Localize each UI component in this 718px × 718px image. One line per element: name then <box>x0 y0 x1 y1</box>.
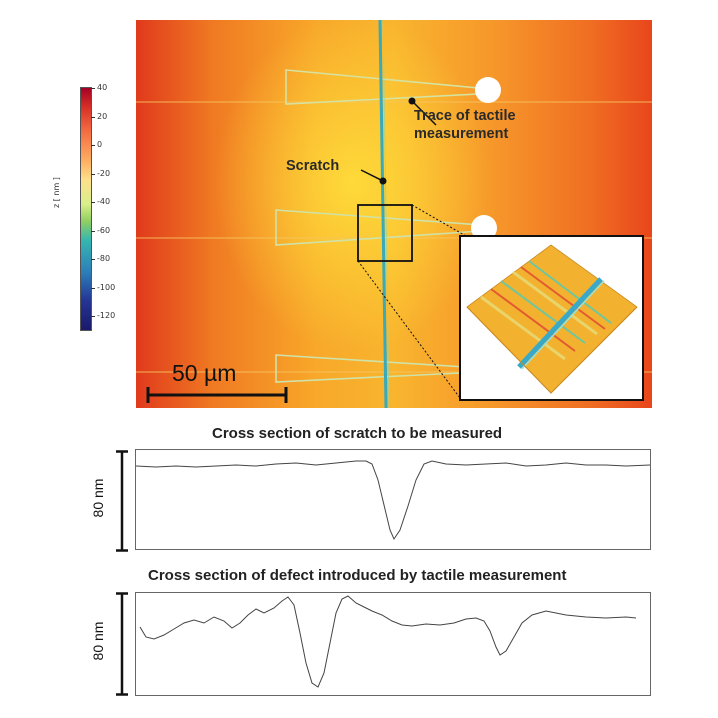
colorbar-tick <box>91 316 95 317</box>
profile-2-curve-svg <box>139 595 637 688</box>
zoom-region-box <box>357 204 413 262</box>
profile-1-scale <box>116 450 128 552</box>
profile-2-scale-label: 80 nm <box>90 621 106 661</box>
surface-ridge <box>480 295 566 361</box>
profile-2-curve <box>139 595 637 688</box>
3d-surface-render <box>466 244 638 394</box>
trace-pointer-dot <box>408 97 416 105</box>
scale-bar-label: 50 µm <box>172 360 237 386</box>
profile-2-scale <box>116 592 128 696</box>
colorbar-tick-label: -20 <box>97 168 111 178</box>
height-map-features <box>136 20 652 408</box>
colorbar-tick <box>91 173 95 175</box>
profile-1-curve <box>135 460 651 541</box>
surface-scratch <box>517 277 603 369</box>
colorbar-tick <box>91 287 95 289</box>
scratch-pointer-line <box>360 169 384 182</box>
colorbar-title: z [ nm ] <box>52 177 61 208</box>
colorbar-tick <box>91 202 95 203</box>
colorbar-tick <box>91 145 95 146</box>
profile-1-scale-label: 80 nm <box>90 478 106 518</box>
colorbar-tick-label: -80 <box>97 254 111 263</box>
surface-ridge <box>512 270 598 336</box>
scratch-pointer-dot <box>379 177 387 185</box>
colorbar-tick <box>91 259 95 260</box>
surface-groove <box>520 266 606 330</box>
surface-edge <box>466 306 638 394</box>
3d-inset-view <box>459 235 644 401</box>
profile-1-plot <box>135 449 651 550</box>
colorbar-tick-label: 0 <box>97 140 103 149</box>
trace-annotation-line1: Trace of tactile <box>414 108 516 124</box>
surface-groove <box>500 280 586 344</box>
colorbar-tick-label: 20 <box>97 111 108 121</box>
colorbar <box>80 87 92 331</box>
colorbar-tick <box>91 116 95 118</box>
surface-groove <box>490 288 576 352</box>
colorbar-tick-label: -100 <box>97 282 116 292</box>
profile-2-title: Cross section of defect introduced by ta… <box>148 567 567 584</box>
colorbar-tick <box>91 88 95 89</box>
colorbar-tick-label: -120 <box>97 311 116 320</box>
trace-annotation-line2: measurement <box>414 126 509 142</box>
scratch-annotation: Scratch <box>286 158 340 174</box>
colorbar-tick-label: 40 <box>97 83 108 92</box>
zoom-connector <box>357 260 461 399</box>
profile-1-title: Cross section of scratch to be measured <box>212 425 503 442</box>
colorbar-tick-label: -40 <box>97 197 111 206</box>
colorbar-tick-label: -60 <box>97 225 111 235</box>
tactile-trace-3 <box>275 354 482 383</box>
scratch-line <box>378 20 388 408</box>
indent-circle <box>475 77 501 103</box>
profile-2-plot <box>135 592 651 696</box>
surface-scratch-edge <box>521 280 605 370</box>
indent-circle <box>471 215 497 241</box>
scratch-edge <box>382 20 390 408</box>
surface-groove <box>528 260 612 324</box>
colorbar-tick <box>91 230 95 232</box>
trace-pointer-line <box>411 100 437 126</box>
profile-1-curve-svg <box>135 460 651 541</box>
